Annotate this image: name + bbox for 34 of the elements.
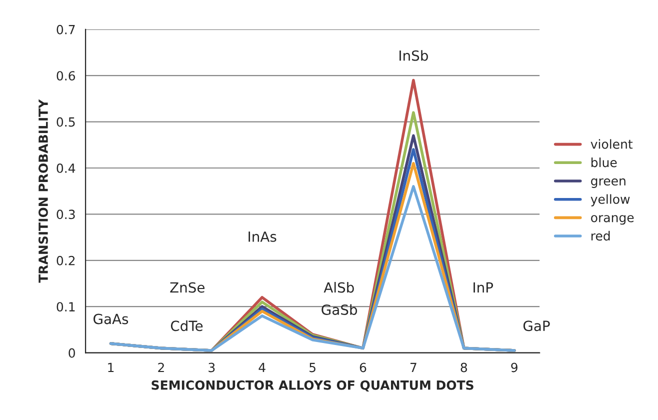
y-tick-label: 0.7: [56, 24, 75, 34]
x-tick-label: 8: [460, 362, 468, 372]
legend-label: yellow: [590, 194, 630, 206]
y-tick-label: 0.3: [56, 210, 75, 220]
x-tick-label: 2: [158, 362, 164, 372]
legend-label: red: [591, 230, 610, 241]
y-tick-label: 0.5: [56, 117, 75, 127]
annotation: InAs: [248, 232, 276, 242]
annotation: ZnSe: [170, 282, 204, 293]
x-tick-label: 7: [410, 362, 416, 372]
annotation: GaP: [523, 320, 550, 332]
x-tick-label: 5: [310, 362, 316, 372]
annotation: InP: [474, 282, 494, 293]
y-tick-label: 0.1: [56, 302, 75, 312]
annotation: InSb: [400, 50, 428, 61]
legend-label: orange: [591, 215, 634, 225]
x-tick-label: 3: [208, 362, 215, 372]
annotation: AlSb: [324, 282, 354, 293]
x-axis-title: SEMICONDUCTOR ALLOYS OF QUANTUM DOTS: [152, 380, 474, 392]
annotation: CdTe: [170, 320, 203, 332]
annotation: GaSb: [322, 304, 358, 315]
y-tick-label: 0.4: [56, 163, 76, 173]
legend-label: blue: [591, 158, 617, 168]
x-tick-label: 6: [360, 362, 366, 372]
y-axis-title: TRANSITION PROBABILITY: [38, 99, 48, 283]
legend-label: green: [591, 178, 626, 188]
x-tick-label: 9: [511, 362, 518, 372]
annotation: GaAs: [94, 314, 128, 324]
y-tick-label: 0.6: [56, 71, 76, 81]
x-tick-label: 1: [108, 362, 114, 372]
y-tick-label: 0: [68, 348, 75, 358]
legend-label: violent: [590, 139, 633, 149]
x-tick-label: 4: [258, 362, 266, 372]
y-tick-label: 0.2: [56, 256, 75, 266]
